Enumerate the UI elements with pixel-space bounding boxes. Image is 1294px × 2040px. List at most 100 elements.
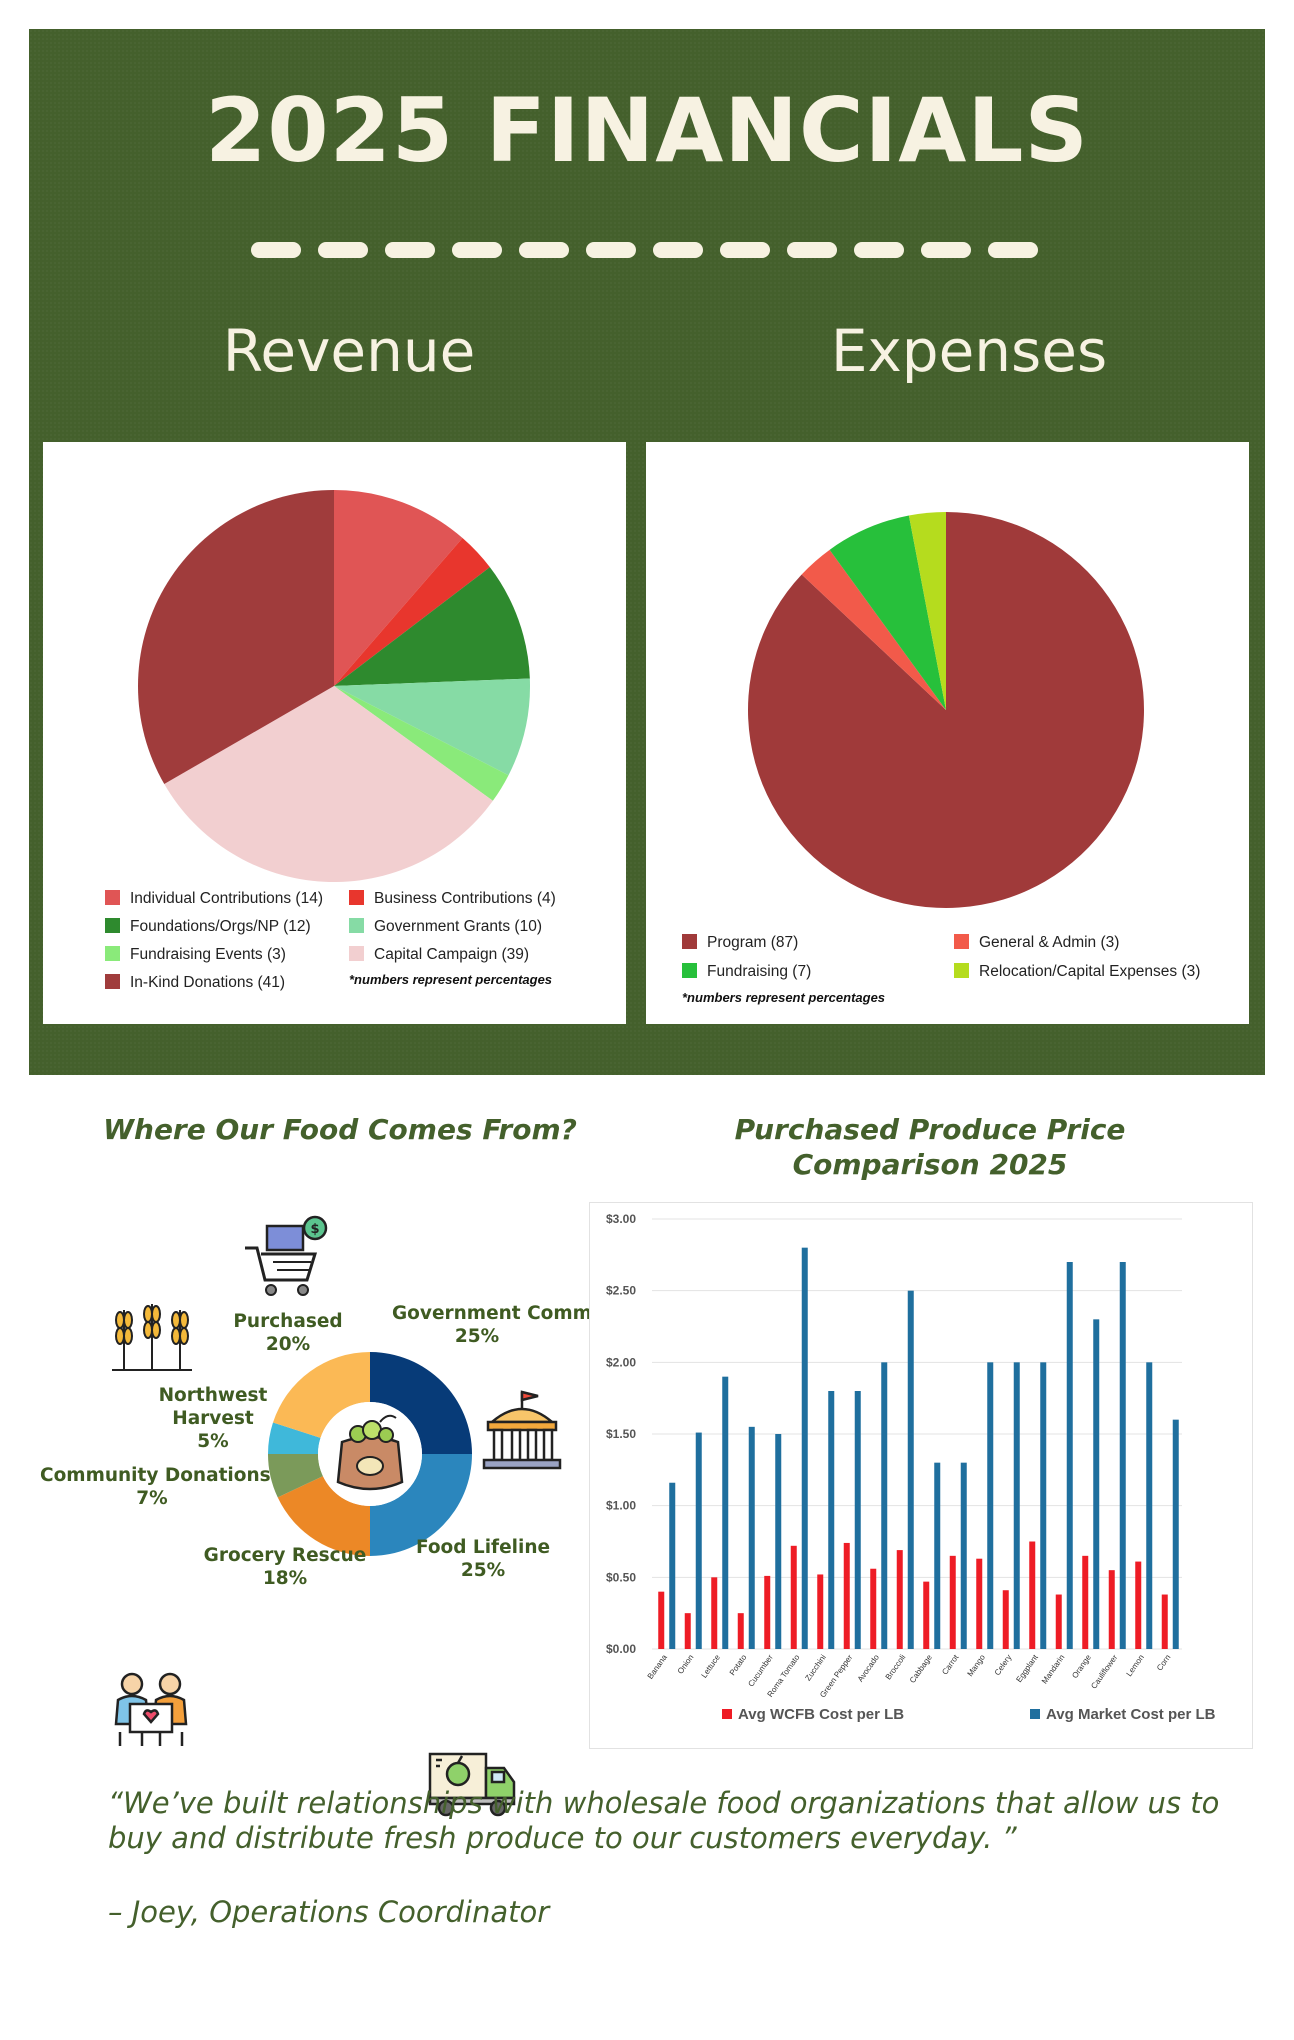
revenue-legend-label: Business Contributions (4) (374, 890, 556, 907)
price-comparison-title: Purchased Produce Price Comparison 2025 (734, 1113, 1126, 1181)
x-tick-label: Lettuce (699, 1653, 722, 1680)
bar-wcfb-cucumber (764, 1575, 771, 1649)
expenses-legend-item-2: Fundraising (7) (682, 963, 811, 981)
bar-market-cucumber (775, 1434, 782, 1649)
community-people-icon (114, 1672, 188, 1746)
bar-wcfb-lemon (1135, 1561, 1142, 1649)
price-comparison-bar-chart: $3.00 $2.50 $2.00 $1.50 $1.00 $0.50 $0.00 Banan… (606, 1212, 1216, 1723)
bar-legend-label: Avg WCFB Cost per LB (738, 1706, 904, 1723)
bar-wcfb-banana (658, 1591, 665, 1649)
revenue-heading: Revenue (222, 317, 476, 385)
expenses-legend-label: General & Admin (3) (979, 934, 1120, 951)
expenses-legend-swatch (954, 934, 969, 949)
delivery-truck-icon (428, 1752, 516, 1817)
expenses-heading: Expenses (830, 317, 1108, 385)
x-tick-label: Celery (993, 1653, 1014, 1677)
bar-market-carrot (960, 1462, 967, 1649)
x-tick-label: Zucchini (803, 1653, 828, 1683)
wheat-icon (112, 1304, 192, 1371)
x-tick-label: Cucumber (746, 1653, 775, 1689)
revenue-legend-label: Capital Campaign (39) (374, 946, 530, 963)
y-tick-label: $1.50 (606, 1427, 636, 1441)
bar-market-mango (987, 1362, 994, 1649)
label-community-donations: Community Donations 7% (40, 1465, 271, 1509)
revenue-legend-item-0: Individual Contributions (14) (105, 890, 323, 908)
expenses-legend-item-0: Program (87) (682, 934, 798, 952)
bar-wcfb-potato (737, 1613, 744, 1649)
bar-market-orange (1093, 1319, 1100, 1649)
revenue-legend-item-3: Government Grants (10) (349, 918, 542, 936)
dashed-divider (251, 242, 1071, 272)
x-tick-label: Mango (965, 1653, 987, 1679)
label-grocery-rescue: Grocery Rescue 18% (203, 1545, 367, 1589)
donut-slice-5 (272, 1352, 370, 1438)
bar-market-onion (695, 1432, 702, 1649)
expenses-slice-0 (747, 512, 1144, 908)
x-tick-label: Avocado (856, 1653, 881, 1684)
revenue-legend-swatch (105, 890, 120, 905)
bar-market-lemon (1146, 1362, 1153, 1649)
financials-banner: 2025 FINANCIALS Revenue Expenses Individ… (29, 29, 1265, 1075)
bar-wcfb-carrot (949, 1555, 956, 1649)
expenses-legend-label: Relocation/Capital Expenses (3) (979, 963, 1201, 980)
bar-wcfb-green-pepper (843, 1542, 850, 1649)
revenue-slice-5 (164, 686, 493, 882)
x-tick-label: Orange (1070, 1653, 1093, 1680)
revenue-pie-chart (138, 490, 530, 882)
expenses-legend-swatch (682, 934, 697, 949)
revenue-legend-swatch (105, 918, 120, 933)
revenue-legend-label: In-Kind Donations (41) (130, 974, 286, 991)
bar-market-banana (669, 1482, 676, 1649)
label-government-commodities: Government Commodities 25% (392, 1303, 663, 1347)
revenue-legend-swatch (105, 974, 120, 989)
bar-wcfb-avocado (870, 1568, 877, 1649)
x-tick-label: Mandarin (1040, 1653, 1067, 1685)
produce-sack-icon (336, 1414, 404, 1491)
revenue-legend-label: Fundraising Events (3) (130, 946, 286, 963)
y-tick-label: $2.00 (606, 1355, 636, 1369)
bar-wcfb-celery (1002, 1590, 1009, 1649)
x-tick-label: Broccoli (884, 1653, 908, 1682)
x-tick-label: Eggplant (1014, 1652, 1040, 1684)
x-tick-label: Lemon (1124, 1653, 1145, 1678)
expenses-slice-3 (908, 512, 946, 710)
expenses-note: *numbers represent percentages (682, 990, 886, 1005)
revenue-legend-item-2: Foundations/Orgs/NP (12) (105, 918, 311, 936)
donut-slice-4 (268, 1422, 321, 1454)
quote-text: “We’ve built relationships with wholesal… (108, 1786, 1220, 1855)
expenses-slice-1 (801, 549, 946, 710)
donut-slice-2 (277, 1476, 370, 1556)
bar-market-avocado (881, 1362, 888, 1649)
bar-wcfb-cabbage (923, 1581, 930, 1649)
x-tick-label: Cauliflower (1089, 1653, 1119, 1691)
label-northwest-harvest: Northwest Harvest 5% (158, 1385, 268, 1452)
bar-market-corn (1172, 1419, 1179, 1649)
bar-market-cabbage (934, 1462, 941, 1649)
bar-wcfb-mandarin (1055, 1594, 1062, 1649)
expenses-pie-chart (747, 512, 1144, 908)
bar-wcfb-mango (976, 1558, 983, 1649)
y-tick-label: $0.50 (606, 1570, 636, 1584)
donut-slice-0 (370, 1352, 472, 1454)
revenue-slice-2 (334, 567, 530, 686)
bar-market-potato (748, 1426, 755, 1649)
x-tick-label: Carrot (940, 1652, 961, 1676)
revenue-legend-label: Individual Contributions (14) (130, 890, 323, 907)
bar-wcfb-eggplant (1029, 1541, 1036, 1649)
revenue-legend-item-6: In-Kind Donations (41) (105, 974, 285, 992)
expenses-legend: Program (87) General & Admin (3) Fundraisi… (646, 442, 1249, 1024)
bar-market-cauliflower (1119, 1262, 1126, 1649)
expenses-legend-label: Fundraising (7) (707, 963, 812, 980)
bar-wcfb-zucchini (817, 1574, 824, 1649)
expenses-legend-swatch (954, 963, 969, 978)
revenue-note: *numbers represent percentages (349, 972, 553, 987)
bar-legend-swatch (722, 1709, 732, 1719)
bar-market-green-pepper (854, 1391, 861, 1649)
expenses-legend-item-3: Relocation/Capital Expenses (3) (954, 963, 1200, 981)
revenue-legend-swatch (349, 890, 364, 905)
bar-market-zucchini (828, 1391, 835, 1649)
food-source-donut: $ (112, 1215, 562, 1817)
bar-market-broccoli (907, 1290, 914, 1649)
bar-market-mandarin (1066, 1262, 1073, 1649)
bar-wcfb-orange (1082, 1555, 1089, 1649)
